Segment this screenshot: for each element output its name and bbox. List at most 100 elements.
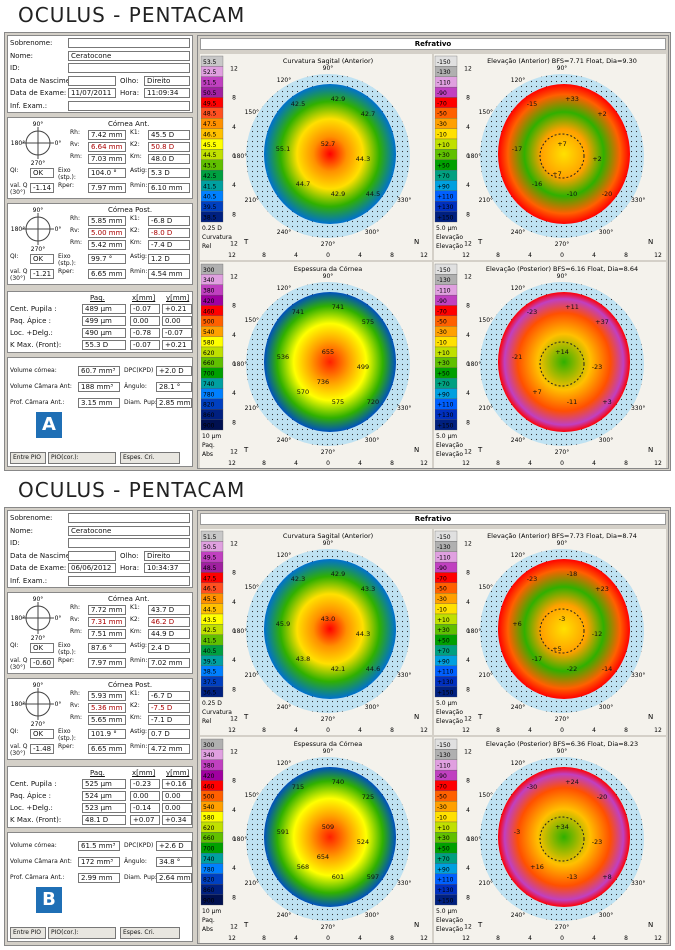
block-title: Córnea Post. xyxy=(108,205,152,215)
scale-label: -90 xyxy=(437,565,447,572)
scale-label: +30 xyxy=(437,360,450,367)
column-header: x[mm] xyxy=(132,293,155,303)
value-field: 45.5 D xyxy=(148,130,190,140)
y-tick-label: 12 xyxy=(464,540,472,547)
y-tick-label: 12 xyxy=(230,273,238,280)
button[interactable]: Espes. Cri. xyxy=(120,927,180,939)
field-label: Eixo (stp.): xyxy=(58,728,86,742)
angle-label: 240° xyxy=(277,912,291,919)
scale-label: 52.5 xyxy=(203,69,217,76)
row-label: Paq. Ápice : xyxy=(10,791,51,801)
x-tick-label: 8 xyxy=(624,460,628,467)
map-value: -30 xyxy=(527,783,538,791)
scale-footer: 5.0 µm xyxy=(436,433,457,440)
button[interactable]: PIO(cor.): xyxy=(48,452,116,464)
y-tick-label: 12 xyxy=(230,241,238,248)
angle-label: 240° xyxy=(511,912,525,919)
y-tick-label: 8 xyxy=(232,95,236,102)
scale-label: 41.5 xyxy=(203,183,217,190)
scale-footer: Paq. xyxy=(202,917,215,924)
value-field: +0.21 xyxy=(162,304,192,314)
scale-label: 460 xyxy=(203,783,215,790)
angle-label: 300° xyxy=(365,912,379,919)
button[interactable]: Espes. Cri. xyxy=(120,452,180,464)
scale-label: +90 xyxy=(437,866,450,873)
y-tick-label: 8 xyxy=(466,303,470,310)
map-value: 43.8 xyxy=(296,655,310,663)
scale-label: 40.5 xyxy=(203,648,217,655)
button[interactable]: PIO(cor.): xyxy=(48,927,116,939)
text-field: Direito xyxy=(144,551,190,561)
scale-label: 340 xyxy=(203,752,215,759)
side-label: N xyxy=(414,238,419,246)
map-value: 655 xyxy=(322,348,334,356)
value-field: 7.02 mm xyxy=(148,658,190,668)
map-title: Elevação (Posterior) BFS=6.16 Float, Dia… xyxy=(486,265,638,273)
x-tick-label: 4 xyxy=(528,460,532,467)
scale-label: 50.5 xyxy=(203,544,217,551)
scale-label: 660 xyxy=(203,360,215,367)
scale-label: +110 xyxy=(437,402,454,409)
pachy-table: Paq.x[mm]y[mm]Cent. Pupila :525 µm-0.23+… xyxy=(7,766,193,828)
scale-label: 37.5 xyxy=(203,679,217,686)
value-field: 5.00 mm xyxy=(88,228,126,238)
angle-label: 330° xyxy=(631,672,645,679)
section-title: Refrativo xyxy=(200,513,666,525)
scale-label: 42.5 xyxy=(203,173,217,180)
x-tick-label: 4 xyxy=(294,727,298,734)
scale-label: 48.5 xyxy=(203,111,217,118)
value-field: 44.9 D xyxy=(148,629,190,639)
y-tick-label: 4 xyxy=(232,332,236,339)
row-label: Paq. Ápice : xyxy=(10,316,51,326)
button[interactable]: Entre PIO xyxy=(10,452,46,464)
scale-footer: 5.0 µm xyxy=(436,700,457,707)
value-field: 7.51 mm xyxy=(88,629,126,639)
map-value: 43.0 xyxy=(321,615,335,623)
map-value: 575 xyxy=(362,318,374,326)
cornea-block: Córnea Ant.90°180°0°270°Rh:7.72 mmK1:43.… xyxy=(7,592,193,674)
scale-label: -130 xyxy=(437,752,451,759)
text-field xyxy=(68,38,190,48)
screen: OCULUS - PENTACAMSobrenome:Nome:Ceratoco… xyxy=(0,0,675,950)
scale-label: -10 xyxy=(437,131,447,138)
y-tick-label: 8 xyxy=(466,211,470,218)
x-tick-label: 4 xyxy=(528,252,532,259)
scale-label: 380 xyxy=(203,763,215,770)
scale-footer: Elevação xyxy=(436,451,463,458)
angle-label: 300° xyxy=(599,912,613,919)
scale-label: 42.5 xyxy=(203,627,217,634)
map: -150-130-110-90-70-50-30-10+10+30+50+70+… xyxy=(434,737,666,943)
side-label: T xyxy=(243,921,249,929)
angle-label: 120° xyxy=(511,285,525,292)
field-label: Rper: xyxy=(58,657,86,664)
x-tick-label: 12 xyxy=(420,935,428,942)
value-field: 188 mm³ xyxy=(78,382,120,392)
field-label: Inf. Exam.: xyxy=(10,101,47,111)
x-tick-label: 0 xyxy=(326,460,330,467)
x-tick-label: 0 xyxy=(560,460,564,467)
scale-label: +90 xyxy=(437,391,450,398)
map-value: -14 xyxy=(602,665,613,673)
button[interactable]: Entre PIO xyxy=(10,927,46,939)
scale-label: 900 xyxy=(203,422,215,429)
map-value: -23 xyxy=(592,838,603,846)
value-field: 0.7 D xyxy=(148,729,190,739)
side-label: T xyxy=(477,446,483,454)
value-field: 172 mm³ xyxy=(78,857,120,867)
angle-label: 90° xyxy=(323,273,334,280)
y-tick-label: 4 xyxy=(232,807,236,814)
scale-label: 580 xyxy=(203,339,215,346)
value-field: -0.07 xyxy=(130,340,160,350)
y-tick-label: 8 xyxy=(466,95,470,102)
scale-label: -70 xyxy=(437,575,447,582)
field-label: Diam. Pup: xyxy=(124,873,157,883)
map-value: +7 xyxy=(557,140,567,148)
angle-label: 150° xyxy=(245,584,259,591)
map-value: +14 xyxy=(555,348,569,356)
map-value: 52.7 xyxy=(321,140,335,148)
angle-label: 270° xyxy=(321,924,335,931)
scale-label: 39.5 xyxy=(203,658,217,665)
y-tick-label: 4 xyxy=(466,390,470,397)
map-value: -17 xyxy=(532,655,543,663)
